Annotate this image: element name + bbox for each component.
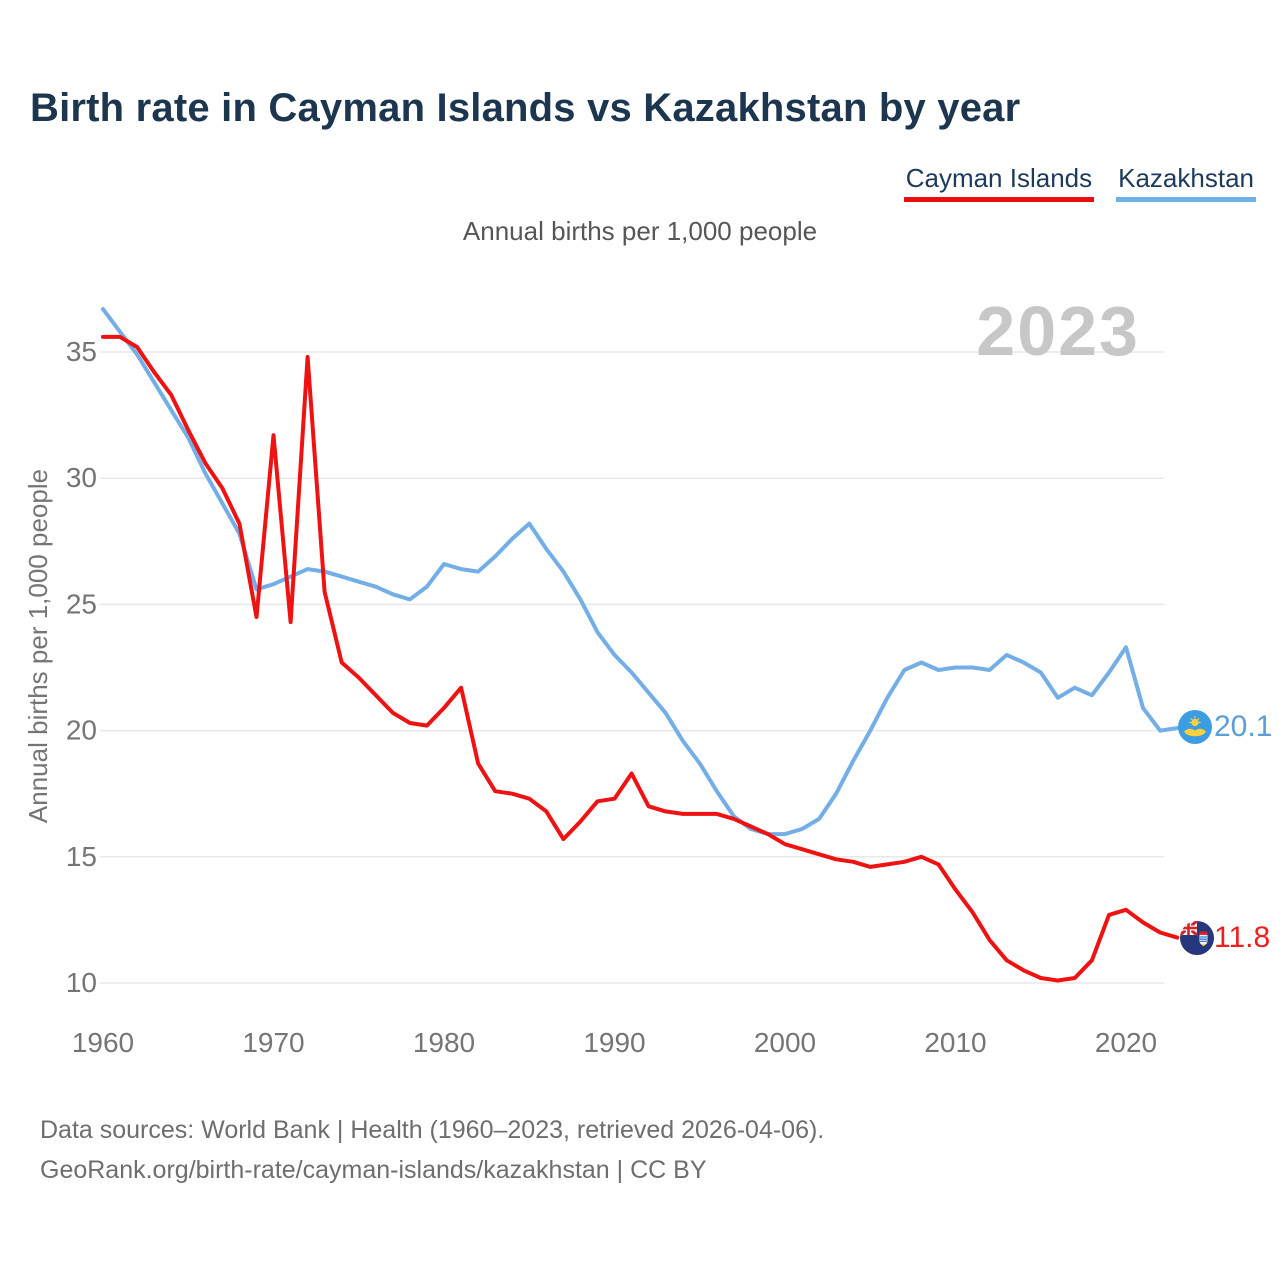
legend: Cayman Islands Kazakhstan	[903, 163, 1256, 202]
x-tick-1960: 1960	[72, 1027, 134, 1058]
y-tick-30: 30	[66, 462, 97, 493]
legend-item-kazakhstan[interactable]: Kazakhstan	[1116, 163, 1256, 202]
footer-data-sources: Data sources: World Bank | Health (1960–…	[40, 1116, 825, 1144]
kazakhstan-flag-icon	[1178, 710, 1212, 744]
legend-color-bar-kazakhstan	[1116, 197, 1256, 202]
cayman-islands-end-value: 11.8	[1214, 921, 1271, 954]
y-tick-25: 25	[66, 588, 97, 619]
legend-label-cayman-islands: Cayman Islands	[905, 163, 1093, 193]
x-tick-1980: 1980	[413, 1027, 475, 1058]
kazakhstan-end-value: 20.1	[1214, 710, 1273, 743]
footer-attribution: GeoRank.org/birth-rate/cayman-islands/ka…	[40, 1156, 707, 1184]
x-tick-1970: 1970	[242, 1027, 304, 1058]
y-tick-15: 15	[66, 841, 97, 872]
y-axis-title: Annual births per 1,000 people	[23, 469, 53, 823]
x-tick-2010: 2010	[924, 1027, 986, 1058]
x-tick-2020: 2020	[1095, 1027, 1157, 1058]
year-watermark: 2023	[976, 292, 1140, 370]
y-tick-10: 10	[66, 967, 97, 998]
y-tick-35: 35	[66, 336, 97, 367]
cayman-islands-flag-icon	[1180, 921, 1214, 955]
legend-label-kazakhstan: Kazakhstan	[1118, 163, 1254, 193]
x-tick-1990: 1990	[583, 1027, 645, 1058]
footer: Data sources: World Bank | Health (1960–…	[40, 1110, 824, 1190]
legend-item-cayman-islands[interactable]: Cayman Islands	[903, 163, 1095, 202]
series-line-cayman-islands	[101, 334, 1180, 983]
legend-color-bar-cayman	[903, 197, 1095, 202]
chart-subtitle: Annual births per 1,000 people	[462, 216, 818, 246]
y-tick-20: 20	[66, 715, 97, 746]
page-title: Birth rate in Cayman Islands vs Kazakhst…	[30, 86, 1021, 130]
series-line-kazakhstan	[101, 307, 1180, 837]
x-tick-2000: 2000	[754, 1027, 816, 1058]
